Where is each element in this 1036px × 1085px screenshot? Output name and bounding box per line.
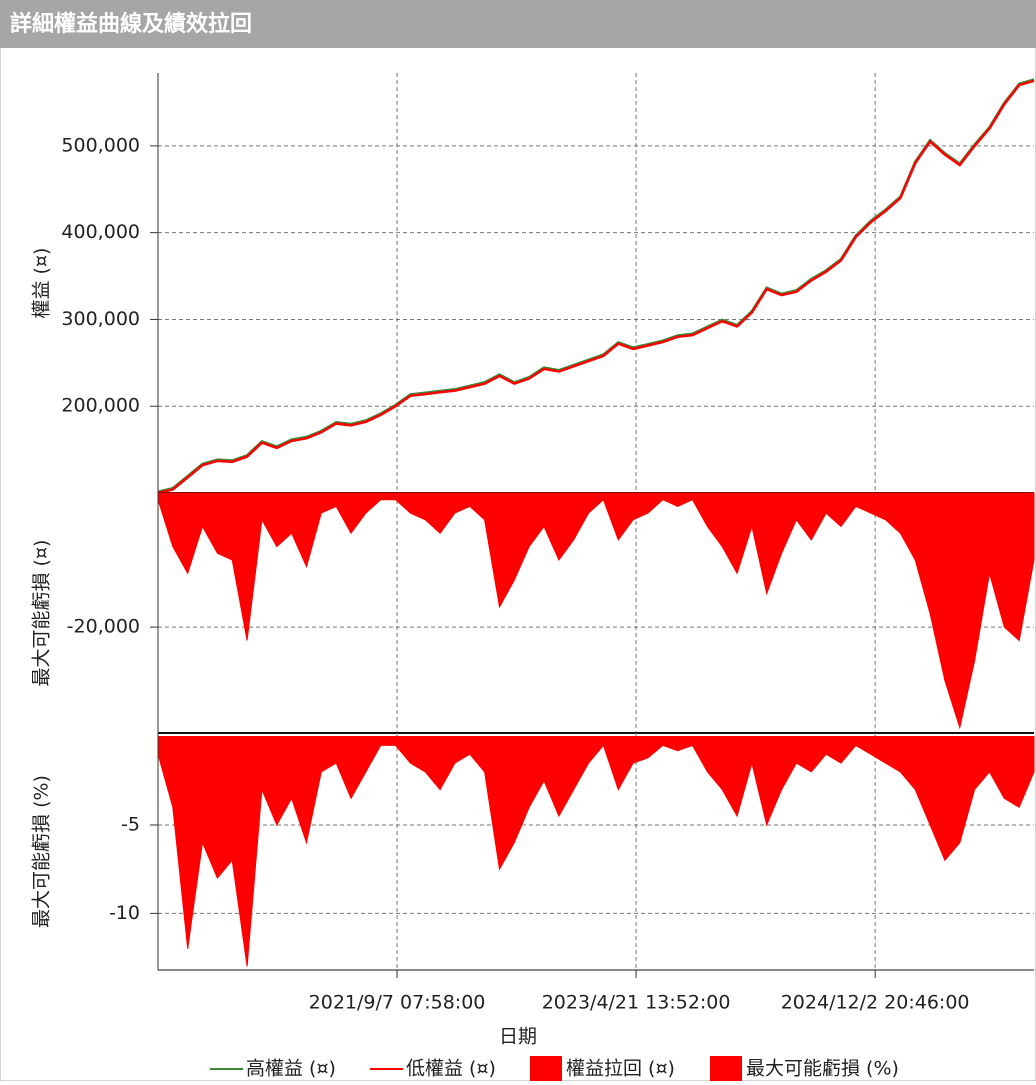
legend-label: 低權益 (¤): [406, 1058, 496, 1080]
y-tick-label: 400,000: [61, 221, 140, 243]
y-axis-title: 最大可能虧損 (¤): [31, 540, 53, 687]
legend-swatch: [530, 1056, 562, 1082]
legend-label: 權益拉回 (¤): [566, 1058, 675, 1080]
y-tick-label: 300,000: [61, 308, 140, 330]
y-tick-label: 500,000: [61, 134, 140, 156]
legend-label: 最大可能虧損 (%): [746, 1058, 899, 1080]
chart-title: 詳細權益曲線及績效拉回: [10, 11, 252, 37]
x-tick-label: 2024/12/2 20:46:00: [781, 992, 970, 1014]
drawdown-area: [157, 492, 1035, 730]
equity-line: [157, 79, 1035, 495]
y-tick-label: -10: [109, 902, 140, 924]
x-tick-label: 2021/9/7 07:58:00: [309, 992, 486, 1014]
x-axis-title: 日期: [499, 1026, 537, 1048]
y-axis-title: 最大可能虧損 (%): [31, 775, 53, 928]
legend-label: 高權益 (¤): [246, 1058, 336, 1080]
legend-swatch: [710, 1056, 742, 1082]
y-axis-title: 權益 (¤): [31, 248, 53, 319]
y-tick-label: -5: [121, 813, 140, 835]
drawdown-area: [157, 736, 1035, 967]
y-tick-label: -20,000: [67, 616, 140, 638]
title-bar: [0, 0, 1036, 48]
y-tick-label: 200,000: [61, 395, 140, 417]
x-tick-label: 2023/4/21 13:52:00: [542, 992, 731, 1014]
